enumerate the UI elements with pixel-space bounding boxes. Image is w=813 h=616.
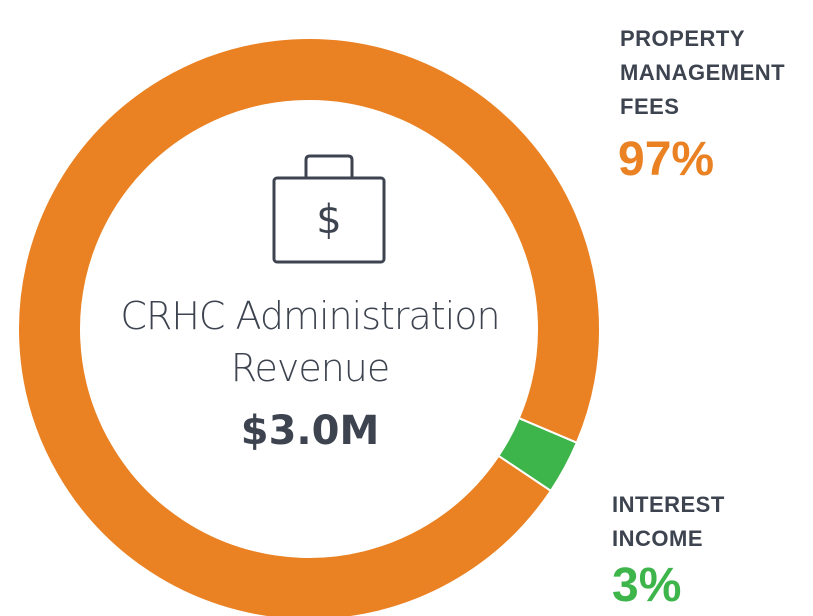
dollar-sign: $: [316, 197, 341, 243]
value-label: 3%: [612, 559, 682, 612]
category-label: PROPERTY MANAGEMENT FEES: [620, 26, 786, 119]
value-label: 97%: [618, 133, 715, 186]
total: $3.0M: [240, 408, 380, 454]
briefcase-icon: $: [272, 154, 386, 264]
briefcase-handle: [304, 154, 354, 178]
center-title: CRHC Administration Revenue: [120, 294, 500, 390]
briefcase-body: [272, 176, 386, 264]
category-label: INTEREST INCOME: [612, 492, 725, 551]
donut-segment: [17, 37, 601, 616]
